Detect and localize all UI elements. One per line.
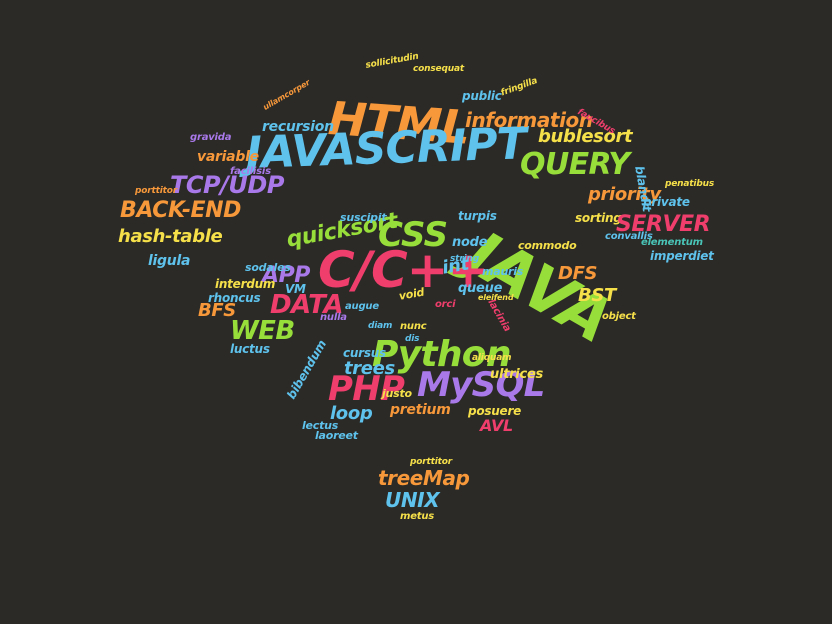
word-52: interdum: [215, 277, 276, 291]
word-61: augue: [345, 301, 379, 312]
word-53: rhoncus: [208, 291, 261, 305]
word-35: blandit: [632, 164, 654, 213]
word-65: cursus: [343, 346, 386, 360]
word-62: diam: [368, 321, 393, 331]
word-7: PHP: [328, 369, 405, 409]
word-8: CSS: [378, 215, 448, 255]
word-68: ultrices: [490, 367, 543, 382]
word-46: BST: [578, 285, 616, 306]
word-47: object: [602, 311, 636, 322]
word-72: justo: [382, 387, 412, 400]
word-18: gravida: [190, 132, 232, 143]
word-38: turpis: [458, 209, 497, 223]
word-23: public: [462, 89, 502, 103]
word-14: ligula: [148, 253, 191, 269]
word-12: BACK-END: [120, 198, 241, 223]
word-54: DATA: [270, 290, 344, 320]
word-79: treeMap: [378, 466, 470, 490]
word-15: recursion: [262, 119, 334, 135]
word-78: porttitor: [410, 457, 453, 467]
word-37: suscipit: [340, 211, 387, 224]
word-81: metus: [400, 511, 435, 522]
word-10: information: [465, 108, 593, 132]
word-19: porttitor: [135, 186, 178, 196]
word-16: variable: [197, 149, 259, 165]
word-80: UNIX: [385, 488, 440, 512]
word-27: priority: [588, 184, 661, 205]
word-17: facilisis: [230, 166, 271, 177]
word-13: hash-table: [118, 226, 223, 247]
word-77: laoreet: [315, 429, 358, 442]
word-21: sollicitudin: [364, 51, 420, 71]
word-55: BFS: [198, 300, 236, 321]
word-25: bublesort: [538, 126, 633, 147]
word-39: node: [452, 235, 488, 250]
word-73: pretium: [390, 402, 451, 418]
word-43: mauris: [482, 265, 524, 278]
word-64: trees: [344, 358, 395, 379]
word-70: bibendum: [284, 337, 330, 402]
word-71: loop: [330, 403, 373, 424]
word-44: queue: [458, 281, 503, 296]
word-6: MySQL: [417, 365, 545, 405]
word-41: commodo: [518, 239, 577, 252]
word-34: imperdiet: [650, 249, 714, 263]
word-69: aliquam: [472, 353, 512, 363]
word-57: luctus: [230, 342, 270, 356]
word-67: dis: [405, 334, 420, 344]
word-32: SERVER: [616, 212, 711, 237]
word-29: private: [643, 195, 690, 209]
word-60: orci: [435, 299, 456, 310]
word-75: AVL: [480, 416, 513, 435]
word-58: nulla: [320, 312, 347, 323]
word-28: sorting: [575, 211, 622, 225]
word-45: DFS: [558, 263, 598, 284]
word-4: C/C++: [318, 241, 489, 299]
word-11: TCP/UDP: [170, 171, 284, 199]
word-63: eleifend: [478, 293, 514, 302]
word-5: Python: [372, 334, 511, 375]
word-20: ullamcorper: [261, 77, 312, 112]
word-49: APP: [262, 263, 310, 288]
word-59: void: [397, 285, 426, 303]
word-56: WEB: [230, 316, 295, 346]
word-9: QUERY: [520, 147, 630, 182]
word-51: sodales: [245, 261, 291, 274]
word-30: penatibus: [665, 179, 715, 189]
word-31: convallis: [605, 231, 653, 242]
word-76: lectus: [302, 419, 339, 432]
word-24: fringilla: [499, 76, 539, 99]
word-66: nunc: [400, 321, 427, 332]
word-33: elementum: [641, 237, 703, 248]
word-40: string: [450, 254, 479, 264]
word-50: VM: [285, 282, 306, 296]
word-74: posuere: [468, 404, 522, 418]
word-42: int: [440, 253, 471, 279]
word-22: consequat: [413, 64, 464, 74]
